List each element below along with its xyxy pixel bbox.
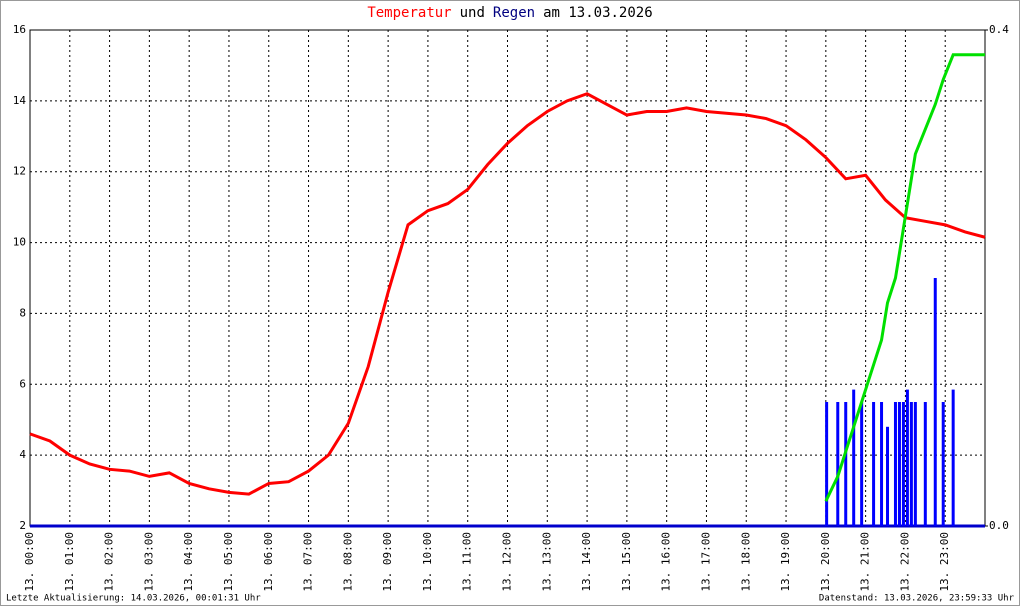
y-tick-label: 16: [13, 23, 26, 36]
rain-bar: [886, 426, 890, 526]
x-tick-label: 13. 22:00: [898, 532, 911, 592]
x-tick-label: 13. 19:00: [779, 532, 792, 592]
rain-bar: [923, 402, 927, 526]
x-tick-label: 13. 12:00: [501, 532, 514, 592]
footer-left: Letzte Aktualisierung: 14.03.2026, 00:01…: [6, 594, 261, 604]
title-part: und: [460, 5, 485, 21]
rain-bar: [901, 402, 905, 526]
x-tick-label: 13. 20:00: [819, 532, 832, 592]
title-part: Temperatur: [367, 5, 451, 21]
series-line: [29, 92, 986, 496]
x-tick-label: 13. 03:00: [142, 532, 155, 592]
x-tick-label: 13. 09:00: [381, 532, 394, 592]
x-tick-label: 13. 02:00: [103, 532, 116, 592]
x-tick-label: 13. 17:00: [699, 532, 712, 592]
x-tick-label: 13. 00:00: [23, 532, 36, 592]
rain-bar: [893, 402, 897, 526]
rain-bar: [880, 402, 884, 526]
rain-bar: [951, 389, 955, 526]
x-tick-label: 13. 13:00: [540, 532, 553, 592]
x-tick-label: 13. 05:00: [222, 532, 235, 592]
y-tick-label: 8: [19, 306, 26, 319]
rain-bar: [897, 402, 901, 526]
x-tick-label: 13. 21:00: [859, 532, 872, 592]
y2-tick-label: 0.4: [989, 23, 1009, 36]
rain-bar: [905, 389, 909, 526]
x-tick-label: 13. 07:00: [302, 532, 315, 592]
rain-bar: [913, 402, 917, 526]
rain-bar: [852, 389, 856, 526]
x-tick-label: 13. 18:00: [739, 532, 752, 592]
x-tick-label: 13. 15:00: [620, 532, 633, 592]
y-tick-label: 10: [13, 236, 26, 249]
x-tick-label: 13. 11:00: [461, 532, 474, 592]
x-tick-label: 13. 06:00: [262, 532, 275, 592]
x-tick-label: 13. 23:00: [938, 532, 951, 592]
title-part: am 13.03.2026: [543, 5, 653, 21]
x-tick-label: 13. 01:00: [63, 532, 76, 592]
rain-bar: [844, 402, 848, 526]
y2-tick-label: 0.0: [989, 519, 1009, 532]
rain-bar: [933, 278, 937, 526]
x-tick-label: 13. 08:00: [341, 532, 354, 592]
rain-bar: [836, 402, 840, 526]
x-tick-label: 13. 16:00: [660, 532, 673, 592]
rain-bar: [825, 402, 829, 526]
chart-title: Temperatur und Regen am 13.03.2026: [367, 5, 652, 21]
y-tick-label: 4: [19, 448, 26, 461]
x-tick-label: 13. 10:00: [421, 532, 434, 592]
y-tick-label: 14: [13, 94, 27, 107]
series-line: [824, 53, 985, 502]
rain-bar: [941, 402, 945, 526]
rain-bar: [909, 402, 913, 526]
rain-bar: [872, 402, 876, 526]
title-part: Regen: [493, 5, 535, 21]
y-tick-label: 12: [13, 165, 26, 178]
y-tick-label: 2: [19, 519, 26, 532]
y-tick-label: 6: [19, 377, 26, 390]
x-tick-label: 13. 04:00: [182, 532, 195, 592]
x-tick-label: 13. 14:00: [580, 532, 593, 592]
rain-bar: [860, 402, 864, 526]
footer-right: Datenstand: 13.03.2026, 23:59:33 Uhr: [819, 594, 1015, 604]
